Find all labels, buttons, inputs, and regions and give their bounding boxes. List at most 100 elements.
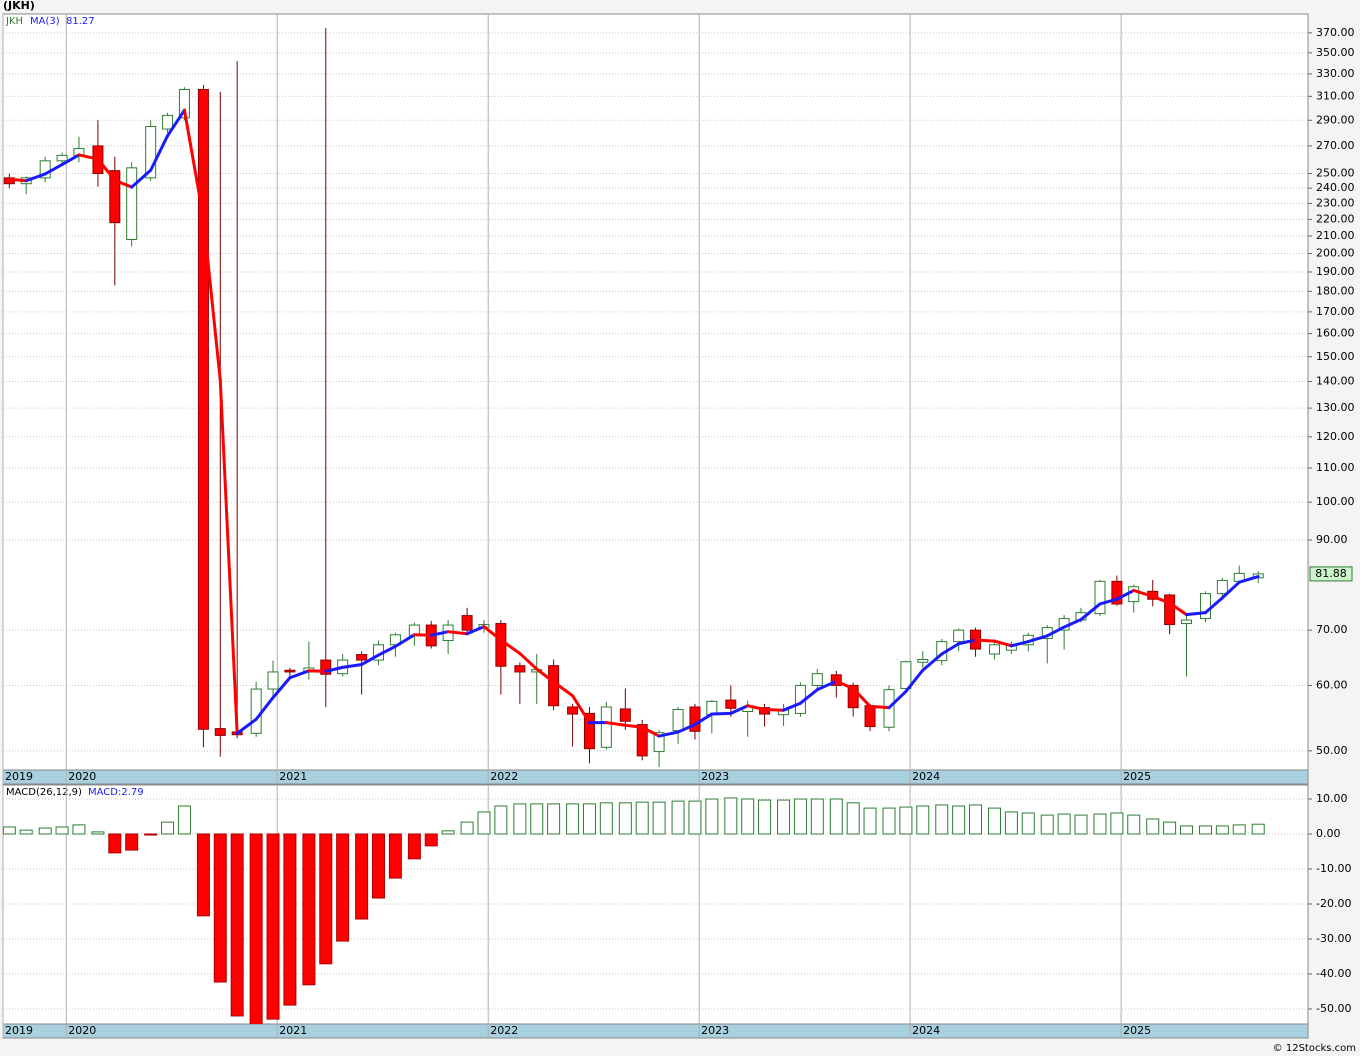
candle-body [725, 699, 737, 709]
ma-line [149, 134, 170, 172]
macd-current: MACD:2.79 [88, 787, 144, 798]
ma-line [324, 665, 345, 673]
candle-body [636, 724, 648, 757]
ma-line [1132, 588, 1155, 598]
ma-line [288, 669, 311, 680]
y-tick-label: 170.00 [1316, 305, 1355, 318]
candles [3, 28, 1264, 767]
ma-line [218, 378, 239, 735]
candle-body [1216, 579, 1228, 595]
ma-line [798, 688, 819, 705]
candle-body [953, 629, 965, 643]
ma-line [1203, 596, 1224, 615]
ma-line [1045, 625, 1066, 638]
ma-line [60, 153, 81, 167]
ma-line [201, 216, 222, 382]
ma-line [957, 638, 978, 646]
macd-bar [38, 827, 52, 835]
ma-line [7, 177, 28, 183]
macd-bar [424, 833, 438, 847]
y-tick-label: 110.00 [1316, 461, 1355, 474]
macd-bar [1093, 813, 1107, 835]
macd-bar [336, 833, 350, 942]
ma-line [782, 701, 802, 712]
macd-bar [882, 807, 896, 835]
macd-bar [266, 833, 280, 1020]
y-tick-label: -10.00 [1316, 862, 1351, 875]
y-tick-label: 120.00 [1316, 430, 1355, 443]
candle-body [567, 706, 579, 715]
candle-body [917, 659, 929, 663]
macd-bar [671, 800, 685, 835]
macd-bar [1163, 821, 1177, 835]
ma-line [254, 696, 275, 721]
ma-line [1237, 575, 1260, 584]
macd-bar [582, 803, 596, 835]
macd-bar [652, 801, 666, 835]
ma-line [377, 644, 397, 657]
x-tick-label: 2022 [490, 770, 518, 783]
candle-body [1094, 580, 1106, 615]
macd-bar [108, 833, 122, 854]
macd-bar [899, 806, 913, 835]
y-tick-label: 240.00 [1316, 181, 1355, 194]
candle-body [1199, 593, 1211, 620]
macd-bar [1004, 811, 1018, 835]
y-tick-label: 250.00 [1316, 167, 1355, 180]
macd-legend: MACD(26,12,9) [6, 787, 82, 798]
ma-line [113, 178, 134, 189]
candle-body [864, 705, 876, 728]
y-tick-label: 0.00 [1316, 827, 1341, 840]
ma-line [1184, 611, 1207, 617]
macd-bar [91, 831, 105, 835]
ma-line [1026, 634, 1049, 644]
candle-body [356, 654, 368, 661]
macd-bar [283, 833, 297, 1006]
ma-line [868, 704, 891, 710]
ma-line [763, 708, 786, 712]
macd-bar [513, 803, 527, 835]
y-tick-label: 70.00 [1316, 623, 1348, 636]
candle-body [653, 732, 665, 753]
x-tick-label: 2022 [490, 1024, 518, 1037]
candle-body [250, 688, 262, 734]
chart-title: (JKH) [3, 0, 35, 12]
y-tick-label: 10.00 [1316, 792, 1348, 805]
candle-body [619, 708, 631, 722]
macd-bar [144, 833, 158, 836]
x-tick-label: 2019 [5, 770, 33, 783]
ma-line [1079, 602, 1102, 622]
macd-bar [477, 811, 491, 835]
ma-line [604, 721, 627, 727]
candle-body [600, 706, 612, 748]
ma-line [482, 625, 503, 642]
ma-line [657, 730, 680, 738]
candle-body [689, 706, 701, 732]
ma-line [1151, 594, 1172, 605]
macd-bar [72, 824, 86, 835]
y-tick-label: 230.00 [1316, 196, 1355, 209]
ma-line [851, 686, 872, 708]
macd-bars [3, 797, 1265, 1024]
macd-bar [952, 805, 966, 835]
macd-bar [635, 801, 649, 835]
macd-bar [916, 805, 930, 835]
x-tick-label: 2021 [279, 1024, 307, 1037]
y-tick-label: 100.00 [1316, 495, 1355, 508]
macd-bar [230, 833, 244, 1017]
x-tick-label: 2021 [279, 770, 307, 783]
ma-line [676, 723, 697, 734]
y-tick-label: 350.00 [1316, 46, 1355, 59]
macd-bar [688, 800, 702, 835]
macd-bar [407, 833, 421, 860]
ma-line [1168, 601, 1188, 617]
macd-bar [494, 805, 508, 835]
candle-body [1164, 594, 1176, 626]
ma-line [393, 633, 416, 648]
macd-bar [441, 830, 455, 835]
ma-line [535, 667, 556, 684]
y-tick-label: 50.00 [1316, 744, 1348, 757]
macd-bar [599, 802, 613, 835]
candle-body [214, 728, 226, 736]
